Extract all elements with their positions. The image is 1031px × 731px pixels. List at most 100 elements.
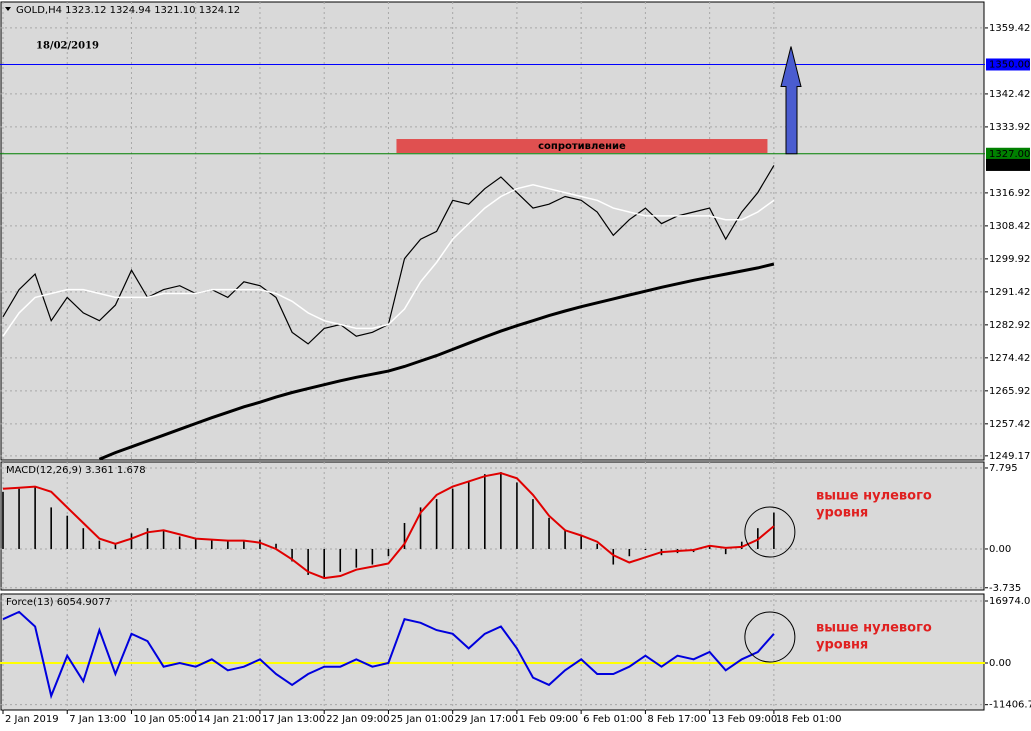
y-tick-label: 1333.92 xyxy=(989,122,1030,133)
x-tick-label: 7 Jan 13:00 xyxy=(69,714,126,725)
histogram-bar xyxy=(387,548,390,557)
x-tick-label: 13 Feb 09:00 xyxy=(712,714,778,725)
histogram-bar xyxy=(532,499,534,549)
histogram-bar xyxy=(628,548,631,557)
histogram-bar xyxy=(18,488,20,549)
series-line xyxy=(2,184,775,337)
histogram-bar xyxy=(210,539,213,549)
histogram-bar xyxy=(419,507,422,549)
histogram-bar xyxy=(243,540,245,549)
histogram-bar xyxy=(130,533,133,549)
panel-background xyxy=(0,593,985,711)
level-box xyxy=(986,147,1030,160)
y-tick-label: 1359.42 xyxy=(989,23,1030,34)
histogram-bar xyxy=(467,481,470,549)
histogram-bar xyxy=(291,548,293,562)
series-line xyxy=(2,610,775,700)
histogram-bar xyxy=(98,540,101,549)
y-tick-label: -11406.74 xyxy=(989,700,1031,711)
histogram-bar xyxy=(162,530,165,549)
histogram-bar xyxy=(259,539,261,549)
histogram-bar xyxy=(339,548,342,572)
x-tick-label: 22 Jan 09:00 xyxy=(326,714,389,725)
histogram-bar xyxy=(50,507,52,549)
x-tick-label: 29 Jan 17:00 xyxy=(455,714,518,725)
y-tick-label: 0.00 xyxy=(989,544,1011,555)
panel-background xyxy=(0,461,985,591)
y-tick-label: 1274.42 xyxy=(989,353,1030,364)
indicator-title: MACD(12,26,9) 3.361 1.678 xyxy=(6,465,146,476)
series-line xyxy=(98,262,775,461)
histogram-bar xyxy=(564,530,566,549)
y-tick-label: 1308.42 xyxy=(989,221,1030,232)
y-tick-label: -3.735 xyxy=(989,583,1021,594)
chart-title: GOLD,H4 1323.12 1324.94 1321.10 1324.12 xyxy=(16,5,240,16)
histogram-bar xyxy=(371,548,374,565)
histogram-bar xyxy=(612,548,615,565)
histogram-bar xyxy=(114,543,117,549)
y-tick-label: 1316.92 xyxy=(989,188,1030,199)
y-tick-label: 1265.92 xyxy=(989,386,1030,397)
histogram-bar xyxy=(307,548,309,575)
series-line xyxy=(2,472,775,580)
histogram-bar xyxy=(323,548,325,579)
histogram-bar xyxy=(227,540,229,549)
histogram-bar xyxy=(355,548,358,568)
y-tick-label: 1249.17 xyxy=(989,451,1030,462)
y-tick-label: 1282.92 xyxy=(989,320,1030,331)
histogram-bar xyxy=(146,528,149,549)
y-tick-label: 1299.92 xyxy=(989,254,1030,265)
x-tick-label: 17 Jan 13:00 xyxy=(262,714,325,725)
level-box xyxy=(986,58,1030,71)
panel-background xyxy=(0,1,985,461)
histogram-bar xyxy=(194,538,197,549)
histogram-bar xyxy=(275,543,277,549)
x-tick-label: 14 Jan 21:00 xyxy=(198,714,261,725)
x-tick-label: 18 Feb 01:00 xyxy=(776,714,842,725)
level-label: 1324.12 xyxy=(989,160,1030,171)
y-tick-label: 1257.42 xyxy=(989,419,1030,430)
histogram-bar xyxy=(548,517,550,549)
level-label: 1327.00 xyxy=(989,149,1030,160)
histogram-bar xyxy=(708,545,711,549)
histogram-bar xyxy=(451,488,454,549)
y-tick-label: 0.00 xyxy=(989,658,1011,669)
histogram-bar xyxy=(34,486,36,549)
histogram-bar xyxy=(435,499,438,549)
histogram-bar xyxy=(580,536,582,549)
y-tick-label: 1342.42 xyxy=(989,89,1030,100)
histogram-bar xyxy=(516,482,518,549)
resistance-zone xyxy=(396,139,768,153)
y-tick-label: 1291.42 xyxy=(989,287,1030,298)
level-box xyxy=(986,158,1030,171)
annotation: выше нулевого xyxy=(816,621,932,636)
histogram-bar xyxy=(773,512,775,549)
histogram-bar xyxy=(644,548,647,550)
highlight-circle xyxy=(744,611,796,663)
zone-label: сопротивление xyxy=(538,141,626,152)
histogram-bar xyxy=(500,472,502,549)
y-tick-label: 16974.035 xyxy=(989,596,1031,607)
x-tick-label: 1 Feb 09:00 xyxy=(519,714,578,725)
histogram-bar xyxy=(403,522,406,549)
histogram-bar xyxy=(740,541,743,549)
menu-triangle xyxy=(5,7,11,11)
highlight-circle xyxy=(744,506,796,558)
date-annotation: 18/02/2019 xyxy=(36,41,99,52)
histogram-bar xyxy=(66,515,69,549)
histogram-bar xyxy=(82,528,85,549)
histogram-bar xyxy=(2,491,4,549)
x-tick-label: 25 Jan 01:00 xyxy=(390,714,453,725)
histogram-bar xyxy=(178,536,181,549)
histogram-bar xyxy=(724,548,727,555)
x-tick-label: 2 Jan 2019 xyxy=(5,714,59,725)
indicator-title: Force(13) 6054.9077 xyxy=(6,597,111,608)
level-label: 1350.00 xyxy=(989,59,1030,70)
annotation: выше нулевого xyxy=(816,489,932,504)
up-arrow xyxy=(780,46,802,155)
annotation: уровня xyxy=(816,638,868,653)
x-tick-label: 6 Feb 01:00 xyxy=(583,714,642,725)
histogram-bar xyxy=(596,543,599,549)
x-tick-label: 8 Feb 17:00 xyxy=(647,714,706,725)
